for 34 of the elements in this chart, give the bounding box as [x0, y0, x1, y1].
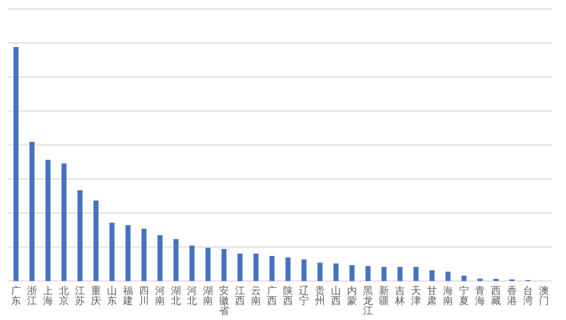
x-tick-label: 陕西 — [283, 285, 293, 307]
x-tick-label: 宁夏 — [459, 285, 469, 307]
x-tick-label: 江西 — [235, 285, 245, 307]
x-tick-label: 甘肃 — [427, 285, 437, 307]
x-tick-label: 安徽省 — [219, 285, 229, 317]
x-tick-label: 贵州 — [315, 285, 325, 307]
x-tick-label: 新疆 — [379, 285, 389, 307]
x-tick-label: 山东 — [107, 285, 117, 307]
x-tick-label: 广东 — [11, 285, 21, 307]
x-tick-label: 云南 — [251, 286, 261, 307]
x-tick-label: 北京 — [59, 285, 69, 307]
x-tick-label: 江苏 — [75, 285, 85, 307]
x-tick-label: 上海 — [43, 285, 53, 307]
x-tick-label: 湖北 — [171, 285, 181, 307]
x-tick-label: 重庆 — [91, 285, 101, 307]
x-tick-label: 福建 — [122, 285, 133, 307]
x-tick-label: 四川 — [139, 286, 149, 307]
x-tick-label: 湖南 — [203, 285, 213, 307]
x-tick-label: 海南 — [443, 285, 453, 307]
x-tick-label: 青海 — [475, 285, 485, 307]
x-tick-label: 黑龙江 — [363, 286, 373, 317]
x-tick-label: 天津 — [411, 286, 421, 307]
x-tick-label: 香港 — [507, 285, 517, 307]
x-tick-label: 西藏 — [491, 286, 501, 307]
x-tick-label: 台湾 — [523, 285, 533, 307]
x-tick-label: 内蒙 — [347, 285, 357, 307]
x-tick-label: 山西 — [331, 285, 341, 307]
x-tick-label: 澳门 — [539, 285, 549, 307]
x-tick-label: 吉林 — [394, 285, 405, 307]
x-tick-label: 辽宁 — [299, 285, 309, 307]
x-tick-label: 河北 — [187, 285, 197, 307]
x-tick-label: 浙江 — [27, 285, 37, 307]
x-tick-label: 河南 — [155, 285, 165, 307]
x-tick-label: 广西 — [267, 285, 277, 307]
